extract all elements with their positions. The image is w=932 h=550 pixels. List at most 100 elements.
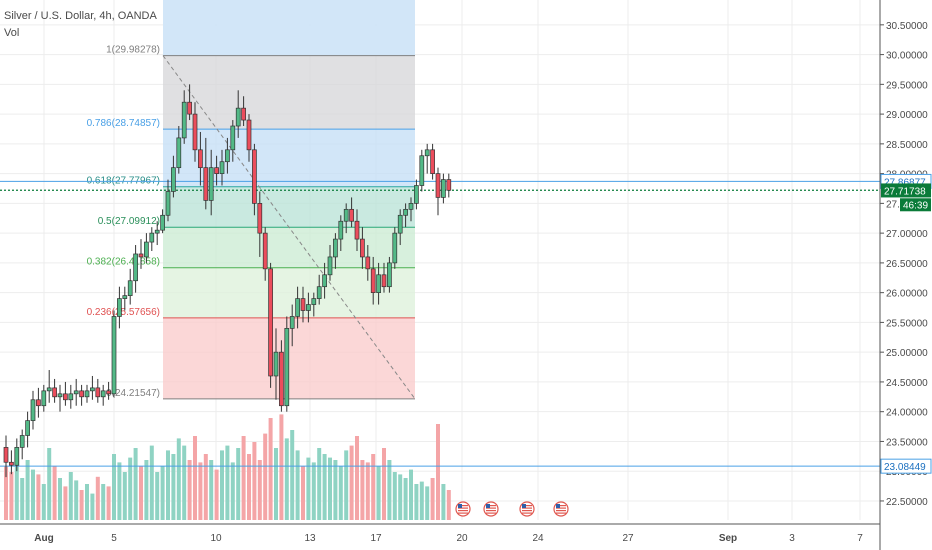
volume-bar: [284, 438, 289, 520]
bar-countdown[interactable]: 46:39: [903, 200, 928, 211]
candle-body: [73, 390, 79, 395]
us-flag-event-icon[interactable]: [519, 501, 535, 517]
volume-bar: [166, 450, 170, 520]
fib-trend-line[interactable]: [162, 55, 416, 400]
candle-body: [284, 328, 290, 407]
candle-body: [387, 262, 392, 288]
candle-body: [111, 316, 117, 395]
volume-bar: [419, 481, 424, 520]
economic-events[interactable]: [455, 501, 569, 517]
time-tick-label[interactable]: 10: [210, 533, 222, 544]
time-tick-label[interactable]: 27: [622, 533, 634, 544]
volume-bar: [414, 484, 419, 520]
flag-stripe: [486, 507, 496, 509]
price-axis[interactable]: 30.50000 30.00000 29.50000 29.00000 28.50000…: [879, 0, 932, 550]
volume-bar: [58, 478, 62, 520]
candle-body: [370, 268, 376, 294]
volume-bar: [360, 460, 365, 520]
volume-bar: [376, 466, 381, 520]
volume-bar: [306, 457, 311, 520]
candle-body: [241, 107, 246, 121]
volume-bar: [349, 445, 354, 520]
symbol-title[interactable]: Silver / U.S. Dollar, 4h, OANDA: [4, 10, 157, 22]
fibonacci-retracement[interactable]: 1(29.98278)0.786(28.74857)0.618(27.77967…: [87, 0, 416, 400]
price-line-value[interactable]: 23.08449: [884, 462, 926, 473]
candle-body: [333, 238, 338, 258]
flag-stripe: [522, 512, 532, 514]
volume-bar: [247, 454, 251, 520]
price-tick-label: 28.50000: [886, 140, 928, 151]
fib-level-label[interactable]: 0(24.21547): [106, 388, 160, 399]
volume-bar: [241, 436, 246, 520]
time-tick-label[interactable]: Aug: [34, 533, 53, 544]
time-tick-label[interactable]: 17: [370, 533, 382, 544]
candle-body: [349, 208, 354, 222]
fib-level-label[interactable]: 1(29.98278): [106, 45, 160, 56]
time-tick-label[interactable]: 3: [789, 533, 795, 544]
fib-level-label[interactable]: 0.786(28.74857): [87, 118, 160, 129]
volume-bar: [392, 472, 397, 520]
fib-zone: [163, 55, 415, 130]
last-price-value[interactable]: 27.71738: [884, 186, 926, 197]
flag-stripe: [458, 510, 468, 512]
volume-bar: [295, 450, 300, 520]
fib-level-label[interactable]: 0.382(26.41858): [87, 257, 160, 268]
flag-stripe: [486, 510, 496, 512]
candle-body: [435, 173, 441, 198]
volume-bar: [425, 486, 430, 520]
candle-body: [154, 229, 160, 234]
candle-body: [122, 295, 128, 299]
candle-body: [392, 232, 398, 264]
volume-bar: [198, 462, 203, 520]
volume-bar: [182, 445, 187, 520]
volume-bar: [68, 472, 73, 520]
volume-bar: [333, 460, 338, 520]
flag-stripe: [486, 512, 496, 514]
price-line-value[interactable]: 27.86877: [884, 177, 926, 188]
candle-body: [84, 390, 90, 398]
volume-bar: [203, 454, 208, 520]
candle-body: [171, 167, 176, 192]
candle-body: [262, 232, 268, 270]
volume-bar: [446, 490, 451, 520]
candle-body: [322, 274, 327, 288]
time-tick-label[interactable]: 7: [857, 533, 863, 544]
candle-body: [117, 298, 122, 317]
candle-body: [268, 268, 273, 377]
volume-bar: [252, 442, 257, 520]
volume-bar: [133, 448, 138, 520]
price-tick-label: 29.50000: [886, 80, 928, 91]
fib-level-label[interactable]: 0.5(27.09912): [98, 216, 160, 227]
volume-bar: [274, 448, 278, 520]
candle-body: [187, 101, 192, 115]
volume-bar: [149, 445, 154, 520]
candle-body: [79, 390, 84, 398]
fib-level-label[interactable]: 0.236(25.57656): [87, 307, 160, 318]
bar-countdown-badge: [900, 198, 931, 212]
candle-body: [300, 298, 306, 311]
volume-bar: [290, 430, 295, 520]
candle-body: [63, 393, 68, 401]
time-axis[interactable]: Aug 5 10 13 17 20 24 27 Sep 3 7: [0, 523, 880, 544]
volume-bar: [106, 486, 111, 520]
candle-body: [235, 107, 241, 127]
candle-body: [446, 179, 452, 191]
time-tick-label[interactable]: 5: [111, 533, 117, 544]
us-flag-event-icon[interactable]: [553, 501, 569, 517]
us-flag-event-icon[interactable]: [483, 501, 499, 517]
volume-bar: [209, 460, 214, 520]
flag-stripe: [458, 507, 468, 509]
price-tick-label: 24.00000: [886, 408, 928, 419]
time-tick-label[interactable]: 20: [456, 533, 468, 544]
time-tick-label[interactable]: 13: [304, 533, 316, 544]
candle-body: [176, 137, 182, 169]
candle-body: [127, 280, 133, 296]
time-tick-label[interactable]: 24: [532, 533, 544, 544]
time-tick-label[interactable]: Sep: [719, 533, 737, 544]
volume-bar: [4, 466, 8, 520]
volume-bar: [176, 438, 181, 520]
us-flag-event-icon[interactable]: [455, 501, 471, 517]
candle-body: [165, 191, 171, 216]
volume-label[interactable]: Vol: [4, 27, 20, 39]
